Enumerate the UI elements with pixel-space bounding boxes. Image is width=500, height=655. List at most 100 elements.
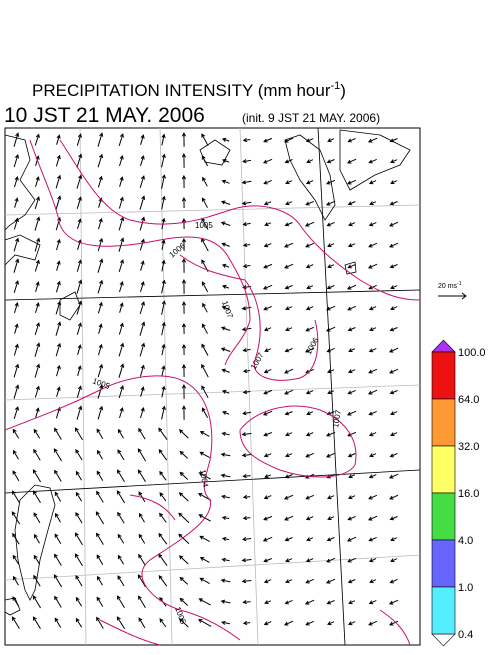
wind-arrow [55,300,62,315]
wind-arrow [32,595,42,609]
wind-arrow [263,137,273,143]
wind-arrow [33,512,41,524]
wind-arrow [181,132,187,147]
wind-arrow [96,616,104,629]
wind-arrow [263,243,272,248]
wind-arrow [117,428,124,439]
wind-arrow [11,511,21,525]
wind-arrow [13,343,19,356]
wind-arrow [179,576,189,585]
wind-arrow [55,321,62,336]
wind-arrow [96,596,104,607]
wind-arrow [181,174,187,189]
wind-arrow [76,385,82,398]
wind-arrow [159,512,167,523]
wind-arrow [178,512,190,524]
wind-arrow [96,575,103,586]
wind-arrow [327,264,335,269]
wind-arrow [368,242,378,248]
wind-arrow [12,596,20,608]
wind-arrow [33,428,41,439]
wind-arrow [347,369,356,374]
wind-arrow [367,389,378,395]
wind-arrow [74,553,83,567]
wind-arrow [76,133,82,146]
wind-arrow [56,386,61,397]
coast-luzon [4,597,21,616]
wind-arrow [199,577,210,585]
wind-arrow [34,385,40,398]
wind-arrow [14,175,19,188]
wind-arrow [304,599,315,605]
wind-arrow [199,451,210,459]
wind-arrow [76,322,82,335]
wind-arrow [119,302,124,313]
wind-arrow [96,470,104,481]
wind-arrow [161,405,166,420]
wind-arrow [139,216,146,231]
wind-arrow [263,327,272,332]
wind-arrow [97,237,104,252]
wind-arrow [55,342,62,357]
wind-arrow [34,216,41,231]
wind-arrow [199,431,210,437]
colorbar-segment [431,445,456,494]
colorbar-over [431,339,456,353]
wind-arrow [347,327,356,332]
wind-arrow [242,411,251,416]
isobars [4,139,421,646]
wind-arrow [368,620,378,626]
wind-arrow [179,471,189,480]
wind-arrow [241,453,252,458]
wind-arrow [305,180,314,185]
wind-arrow [390,558,398,563]
wind-arrow [35,281,40,292]
wind-arrow [368,222,377,227]
wind-arrow [13,237,20,252]
wind-arrow [347,621,356,626]
wind-arrow [347,495,356,500]
wind-arrow [96,532,104,545]
wind-arrow [140,134,145,145]
wind-arrow [262,410,273,416]
colorbar-segment [431,539,456,588]
wind-arrow [97,175,103,188]
wind-arrow [35,407,40,418]
wind-arrow [348,600,356,605]
wind-arrow [34,363,41,378]
wind-arrow [139,342,146,357]
wind-arrow [161,133,166,146]
wind-arrow [33,533,40,544]
wind-arrow [11,616,20,630]
wind-arrow [305,306,314,311]
wind-arrow [118,322,124,335]
wind-arrow [140,155,145,167]
wind-arrow [305,578,315,584]
wind-arrow [13,217,19,230]
wind-arrow [53,448,63,462]
wind-arrow [13,132,20,147]
wind-arrow [242,599,251,605]
wind-arrow [368,474,377,479]
wind-arrow [13,406,19,420]
wind-arrow [137,574,147,588]
wind-arrow [304,347,315,353]
wind-arrow [138,595,146,608]
wind-arrow [75,575,83,587]
wind-arrow [241,201,252,206]
wind-arrow [390,306,398,311]
wind-arrow [181,153,187,168]
wind-arrow [264,474,272,479]
wind-arrow [389,620,399,626]
wind-arrow [284,242,294,248]
wind-arrow [117,511,125,524]
wind-arrow [197,619,212,627]
wind-arrow [12,575,19,586]
wind-arrow [56,260,61,271]
wind-arrow [264,600,272,605]
wind-arrow [389,368,399,374]
wind-arrow [32,490,41,504]
wind-arrow [369,453,377,458]
wind-arrow [117,449,125,461]
